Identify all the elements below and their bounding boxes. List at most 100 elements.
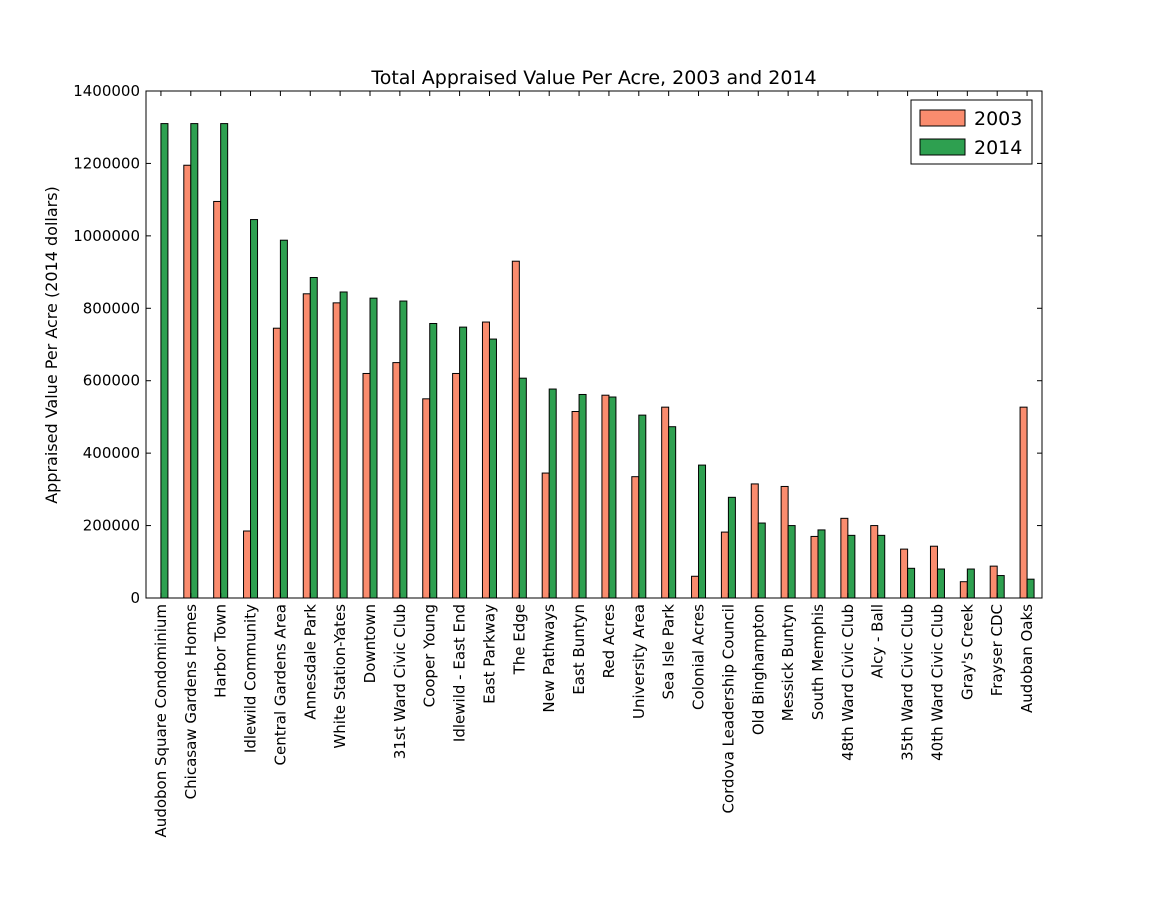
x-tick-label: University Area [630,604,648,719]
bar-2014-19 [727,496,736,599]
y-tick-label: 400000 [83,444,140,462]
x-tick-label: Alcy - Ball [869,604,887,678]
bar-2003-28 [989,565,998,599]
x-tick-label: Idlewild - East End [451,604,469,742]
x-tick-label: Audobon Square Condominium [152,604,170,837]
x-tick-label: East Parkway [480,604,498,704]
bar-2003-29 [1019,406,1028,599]
x-tick-label: 31st Ward Civic Club [391,604,409,759]
bar-2014-7 [369,297,378,599]
bar-2003-20 [750,483,759,599]
x-tick-label: 35th Ward Civic Club [899,604,917,761]
bar-2003-9 [422,398,431,599]
y-axis-label: Appraised Value Per Acre (2014 dollars) [42,186,61,504]
legend: 2003 2014 [910,99,1033,165]
x-tick-label: Messick Buntyn [779,604,797,721]
y-tick-label: 0 [130,589,140,607]
bar-2003-13 [541,472,550,599]
bar-2014-8 [399,300,408,599]
bar-2003-11 [481,321,490,599]
bar-2014-10 [459,326,468,599]
bar-2003-4 [272,327,281,599]
bar-2014-27 [966,568,975,599]
bar-2014-23 [847,534,856,599]
bar-2014-24 [877,534,886,599]
y-tick-label: 200000 [83,517,140,535]
y-tick-label: 1400000 [73,82,140,100]
bar-2014-1 [190,123,199,599]
bar-2014-15 [608,396,617,599]
x-tick-label: Idlewild Community [242,604,260,753]
bar-2003-17 [661,406,670,599]
bar-2014-6 [339,291,348,599]
legend-swatch-2014 [919,138,966,156]
bar-2014-18 [698,464,707,599]
bar-2014-16 [638,414,647,599]
x-tick-label: Red Acres [600,604,618,679]
bar-2003-23 [840,517,849,599]
bar-2003-25 [900,548,909,599]
bar-2014-25 [907,567,916,599]
y-tick-label: 800000 [83,299,140,317]
x-tick-label: New Pathways [540,604,558,713]
bar-2003-22 [810,535,819,599]
bar-2014-17 [668,426,677,599]
bar-2003-16 [631,476,640,599]
bar-2014-20 [757,522,766,599]
x-tick-label: White Station-Yates [331,604,349,749]
bar-2003-12 [511,260,520,599]
bar-2003-3 [243,530,252,599]
x-tick-label: Chicasaw Gardens Homes [182,604,200,799]
x-tick-label: 48th Ward Civic Club [839,604,857,761]
bar-2014-2 [220,123,229,599]
x-tick-label: East Buntyn [570,604,588,695]
bar-2003-14 [571,410,580,599]
bar-2014-22 [817,529,826,599]
bar-2003-19 [720,531,729,599]
bar-2003-6 [332,302,341,599]
bar-2003-18 [691,575,700,599]
bar-2003-1 [183,164,192,599]
bar-2014-4 [279,239,288,599]
bar-2014-11 [488,338,497,599]
x-tick-label: Harbor Town [212,604,230,698]
y-tick-label: 1000000 [73,227,140,245]
legend-label-2014: 2014 [974,137,1022,159]
bar-2014-14 [578,393,587,599]
x-tick-label: 40th Ward Civic Club [928,604,946,761]
bar-2003-10 [452,372,461,599]
y-tick-label: 1200000 [73,154,140,172]
plot-frame [145,90,1043,599]
x-tick-label: Central Gardens Area [271,604,289,765]
bar-2014-12 [518,377,527,599]
bar-2014-29 [1026,578,1035,599]
bar-2014-3 [250,219,259,599]
x-tick-label: Colonial Acres [690,604,708,710]
x-tick-label: Cordova Leadership Council [719,604,737,814]
x-tick-label: South Memphis [809,604,827,720]
bar-2003-27 [959,581,968,599]
x-tick-label: Sea Isle Park [660,604,678,700]
bar-2014-26 [936,568,945,599]
bar-2003-26 [929,545,938,599]
bar-2014-5 [309,277,318,599]
legend-label-2003: 2003 [974,108,1022,130]
bar-2003-5 [302,293,311,599]
x-tick-label: Downtown [361,604,379,683]
x-tick-label: Annesdale Park [301,604,319,720]
bar-2003-15 [601,394,610,599]
x-tick-label: Gray's Creek [958,604,976,700]
bar-2014-21 [787,525,796,599]
bar-2003-2 [213,200,222,599]
bar-2003-8 [392,362,401,599]
axes-layer: 0 200000 400000 600000 800000 1000000 1200000 1… [73,82,1043,837]
y-tick-label: 600000 [83,372,140,390]
bar-2014-9 [429,322,438,599]
x-tick-label: Audoban Oaks [1018,604,1036,713]
x-tick-label: Cooper Young [421,604,439,707]
bar-2003-21 [780,485,789,599]
bar-2014-0 [160,123,169,599]
bar-2014-28 [996,575,1005,599]
bar-2003-7 [362,372,371,599]
